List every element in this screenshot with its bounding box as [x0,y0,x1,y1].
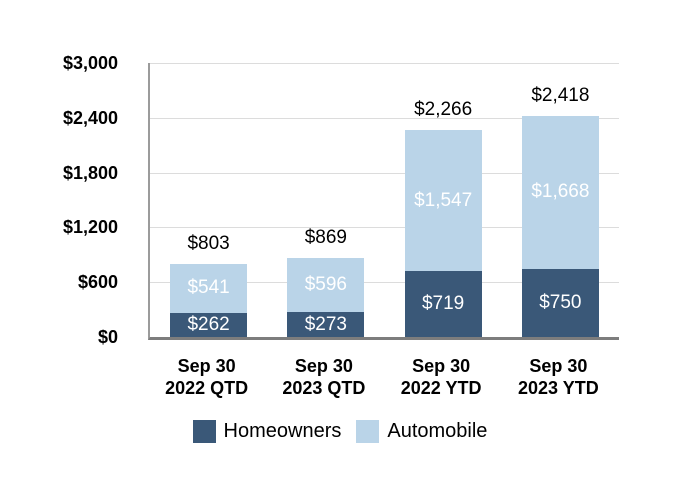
bar-stack: $1,547 $719 [404,130,482,337]
bar-total-label: $2,418 [531,85,590,107]
y-axis: $0 $600 $1,200 $1,800 $2,400 $3,000 [0,53,118,347]
gridline [150,282,619,284]
bar-total-label: $2,266 [414,99,473,121]
gridline [150,227,619,229]
bar-segment-automobile: $596 [287,257,365,313]
x-tick-label: Sep 30 2023 QTD [265,356,382,399]
x-tick-label: Sep 30 2023 YTD [500,356,617,399]
x-axis: Sep 30 2022 QTD Sep 30 2023 QTD Sep 30 2022 Y… [148,356,617,399]
bar-column: $2,266 $1,547 $719 [385,63,502,337]
legend-item-homeowners: Homeowners [192,420,342,443]
x-tick-line1: Sep 30 [412,356,471,376]
gridline [150,172,619,174]
bar-segment-automobile: $541 [170,263,248,314]
bar-columns: $803 $541 $262 $869 $596 $273 $2,266 $1,547 $719… [150,63,619,337]
bar-segment-automobile: $1,668 [521,116,599,269]
plot-area: $803 $541 $262 $869 $596 $273 $2,266 $1,547 $719… [148,63,619,340]
bar-column: $869 $596 $273 [267,63,384,337]
bar-stack: $1,668 $750 [521,116,599,337]
bar-segment-automobile: $1,547 [404,130,482,272]
bar-segment-value: $262 [187,314,230,336]
x-tick-line2: 2023 YTD [518,377,599,398]
legend-label: Automobile [387,420,488,442]
bar-segment-value: $1,547 [414,189,473,211]
y-tick-label: $0 [97,327,118,347]
bar-segment-value: $1,668 [531,181,590,203]
x-tick-line2: 2022 YTD [400,377,482,398]
bar-segment-value: $596 [304,273,348,295]
legend: Homeowners Automobile [0,420,680,443]
y-tick-label: $1,800 [62,162,118,183]
x-tick-line1: Sep 30 [294,356,353,376]
bar-segment-homeowners: $273 [287,312,365,337]
bar-stack: $596 $273 [287,257,365,337]
y-tick-label: $2,400 [62,107,118,128]
bar-total-label: $869 [304,226,348,248]
y-tick-label: $1,200 [62,217,118,238]
x-tick-label: Sep 30 2022 QTD [148,356,265,399]
legend-item-automobile: Automobile [356,420,487,443]
gridline [150,63,619,64]
y-tick-label: $600 [77,272,118,293]
gridline [150,117,619,119]
bar-segment-homeowners: $719 [404,271,482,337]
x-tick-line1: Sep 30 [177,356,236,376]
bar-column: $803 $541 $262 [150,63,267,337]
bar-segment-value: $750 [539,291,582,313]
y-tick-label: $3,000 [62,53,118,73]
legend-swatch-automobile [356,420,380,443]
x-tick-label: Sep 30 2022 YTD [383,356,500,399]
bar-total-label: $803 [187,232,230,254]
bar-segment-value: $719 [421,293,465,315]
bar-segment-value: $273 [304,313,348,335]
legend-swatch-homeowners [192,420,216,443]
x-tick-line2: 2023 QTD [282,377,366,398]
bar-segment-homeowners: $750 [521,268,599,337]
x-tick-line2: 2022 QTD [165,377,249,398]
x-tick-line1: Sep 30 [529,356,588,376]
bar-segment-homeowners: $262 [170,313,248,337]
bar-segment-value: $541 [187,277,230,299]
bar-column: $2,418 $1,668 $750 [502,63,619,337]
legend-label: Homeowners [223,420,342,442]
bar-stack: $541 $262 [170,263,248,337]
